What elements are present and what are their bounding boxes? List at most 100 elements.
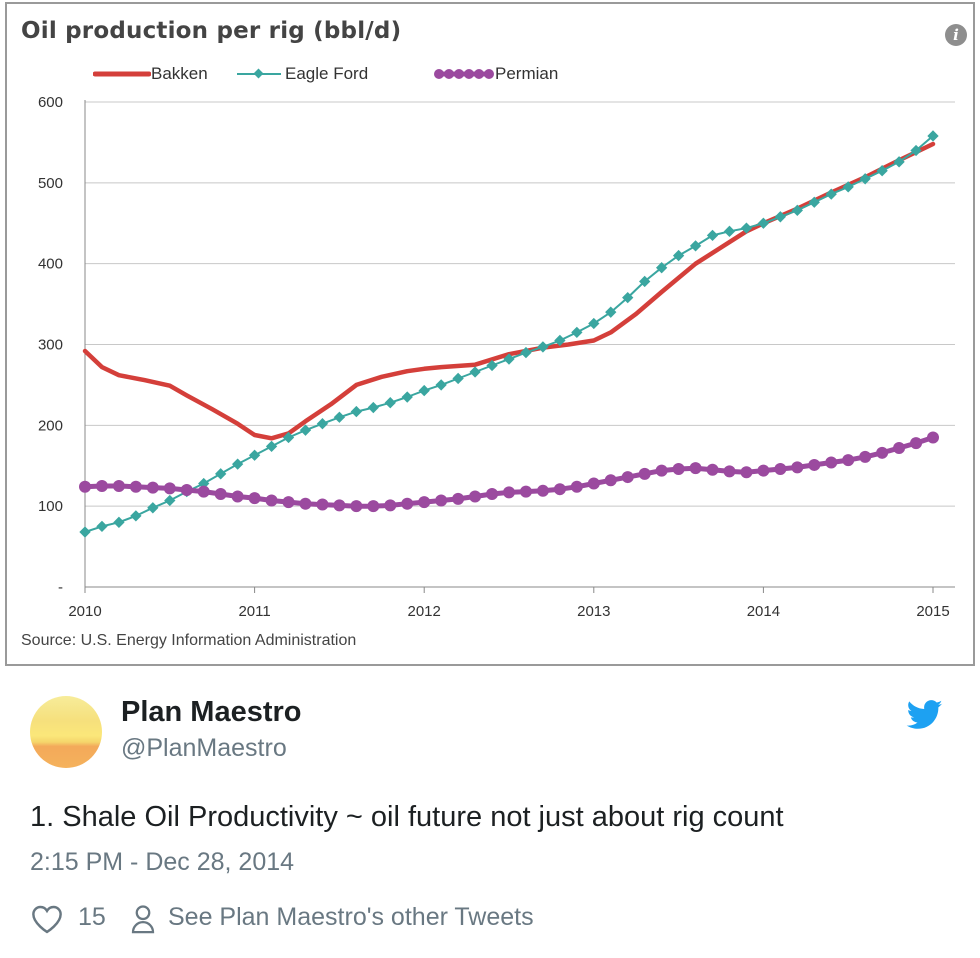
point-eagle-ford <box>910 144 922 157</box>
point-permian <box>825 456 838 469</box>
point-permian <box>842 454 855 467</box>
point-permian <box>367 500 380 513</box>
point-permian <box>95 479 108 492</box>
point-permian <box>282 496 295 509</box>
point-permian <box>672 462 685 475</box>
point-eagle-ford <box>113 516 125 528</box>
point-eagle-ford <box>639 275 651 288</box>
avatar[interactable] <box>30 696 102 768</box>
point-eagle-ford <box>672 249 685 262</box>
point-eagle-ford <box>859 173 871 185</box>
point-eagle-ford <box>893 156 905 168</box>
point-eagle-ford <box>876 165 888 177</box>
point-eagle-ford <box>350 405 363 418</box>
legend-swatch-bakken <box>93 71 151 77</box>
user-handle[interactable]: @PlanMaestro <box>121 734 287 762</box>
y-tick-label: 500 <box>38 175 63 192</box>
point-permian <box>553 483 566 496</box>
point-permian <box>146 481 159 494</box>
y-tick-label: 300 <box>38 337 63 354</box>
point-eagle-ford <box>231 458 244 470</box>
point-permian <box>503 486 515 499</box>
see-other-tweets-link[interactable]: See Plan Maestro's other Tweets <box>168 903 534 931</box>
legend-swatch-permian <box>434 69 494 79</box>
point-permian <box>740 466 753 479</box>
point-permian <box>486 488 499 501</box>
tweet-timestamp[interactable]: 2:15 PM - Dec 28, 2014 <box>30 848 295 876</box>
point-permian <box>689 462 702 475</box>
point-permian <box>333 499 346 512</box>
y-tick-label: 200 <box>38 417 63 434</box>
point-eagle-ford <box>299 424 312 436</box>
x-tick-label: 2015 <box>916 603 949 620</box>
y-tick-label: 600 <box>38 94 63 111</box>
chart-source: Source: U.S. Energy Information Administ… <box>21 632 357 649</box>
person-icon <box>131 905 155 934</box>
info-icon[interactable]: i <box>945 24 967 46</box>
point-permian <box>536 484 549 497</box>
point-permian <box>587 477 600 490</box>
point-eagle-ford <box>689 240 702 252</box>
point-permian <box>214 488 227 501</box>
point-permian <box>316 498 329 511</box>
point-eagle-ford <box>316 418 329 430</box>
point-permian <box>570 480 583 493</box>
point-permian <box>401 497 414 510</box>
point-permian <box>265 494 278 507</box>
point-eagle-ford <box>164 494 176 507</box>
point-eagle-ford <box>774 211 787 223</box>
point-permian <box>112 479 125 492</box>
point-eagle-ford <box>79 526 91 538</box>
point-permian <box>859 450 872 463</box>
point-eagle-ford <box>622 291 634 304</box>
point-permian <box>706 463 719 476</box>
point-permian <box>927 431 939 444</box>
heart-icon[interactable] <box>30 904 64 934</box>
like-count[interactable]: 15 <box>78 903 106 931</box>
point-permian <box>435 494 448 507</box>
y-tick-label: - <box>58 579 63 596</box>
point-eagle-ford <box>723 225 736 237</box>
point-eagle-ford <box>520 346 532 359</box>
point-eagle-ford <box>282 431 295 444</box>
point-permian <box>469 490 482 503</box>
point-eagle-ford <box>740 222 753 234</box>
point-permian <box>129 480 142 493</box>
x-tick-label: 2014 <box>747 603 780 620</box>
point-permian <box>248 492 261 505</box>
point-permian <box>350 500 363 513</box>
point-eagle-ford <box>96 520 108 533</box>
legend-label-bakken: Bakken <box>151 64 208 83</box>
point-eagle-ford <box>503 353 515 365</box>
point-eagle-ford <box>655 262 668 274</box>
point-eagle-ford <box>554 334 566 347</box>
y-tick-label: 400 <box>38 256 63 273</box>
point-eagle-ford <box>842 181 854 193</box>
point-permian <box>231 490 244 503</box>
point-permian <box>808 458 821 471</box>
series-line-bakken <box>82 141 936 441</box>
point-permian <box>774 462 787 475</box>
point-eagle-ford <box>588 317 600 330</box>
point-permian <box>299 497 312 510</box>
twitter-bird-icon[interactable] <box>906 700 944 730</box>
legend-swatch-eagle-ford <box>237 68 281 79</box>
display-name[interactable]: Plan Maestro <box>121 696 302 728</box>
point-permian <box>791 461 804 474</box>
legend-label-permian: Permian <box>495 64 559 83</box>
y-tick-label: 100 <box>38 498 63 515</box>
point-eagle-ford <box>757 217 770 229</box>
point-permian <box>384 499 397 512</box>
point-eagle-ford <box>469 366 481 378</box>
point-eagle-ford <box>435 379 447 391</box>
legend-label-eagle-ford: Eagle Ford <box>285 64 369 83</box>
point-permian <box>452 492 465 505</box>
point-permian <box>655 464 668 477</box>
point-permian <box>723 465 736 478</box>
point-eagle-ford <box>452 372 464 385</box>
point-permian <box>893 441 906 454</box>
point-eagle-ford <box>486 359 498 372</box>
chart-card: - 100 200 300 400 500 600 2010 2011 2012 2013 2014 2… <box>5 2 975 666</box>
point-permian <box>638 467 651 480</box>
point-eagle-ford <box>265 440 278 453</box>
